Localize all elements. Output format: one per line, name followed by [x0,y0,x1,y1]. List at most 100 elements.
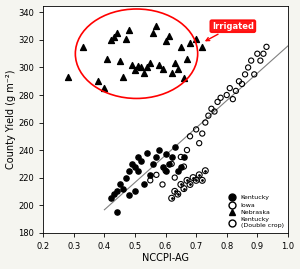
Point [200,178,205,182]
Point [130,162,134,166]
Point [136,155,140,159]
Point [188,41,192,45]
Point [194,36,199,41]
Point [111,35,116,39]
Point [169,71,174,75]
Point [178,182,183,187]
Point [261,52,266,56]
Point [188,182,192,187]
Point [169,196,174,200]
Point [172,175,177,180]
Point [154,155,159,159]
Point [182,155,186,159]
Point [139,159,143,163]
Point [163,169,168,173]
Point [184,57,189,61]
Point [184,178,189,182]
Point [200,131,205,136]
Point [133,164,137,169]
Point [163,39,168,44]
Point [200,45,205,49]
Point [130,63,134,67]
Point [224,93,229,97]
Point [182,186,186,191]
Point [123,36,128,41]
Point [136,169,140,173]
Point [166,34,171,38]
Point [252,72,256,76]
Point [163,169,168,173]
Point [127,193,131,198]
Point [114,210,119,214]
Point [142,182,147,187]
Point [117,182,122,187]
Point [246,65,250,70]
Point [127,28,131,33]
Point [200,178,205,182]
Y-axis label: County Yield (g m⁻²): County Yield (g m⁻²) [6,69,16,169]
Point [114,31,119,35]
Point [142,71,147,75]
Point [178,182,183,187]
Point [133,68,137,72]
Point [154,173,159,177]
Point [148,173,153,177]
Point [96,79,101,83]
Point [184,178,189,182]
Point [65,75,70,79]
Point [172,61,177,66]
Point [197,141,202,145]
Point [136,64,140,68]
Point [203,169,208,173]
Point [145,151,150,155]
Point [182,164,186,169]
Point [182,186,186,191]
Point [160,164,165,169]
X-axis label: NCCPI-AG: NCCPI-AG [142,253,189,263]
Point [191,175,196,180]
Point [218,95,223,100]
Point [169,162,174,166]
Point [160,182,165,187]
Point [176,169,180,173]
Point [191,175,196,180]
Point [197,173,202,177]
Point [157,63,162,67]
Point [255,52,260,56]
Point [184,148,189,152]
Point [182,76,186,81]
Point [172,189,177,193]
Point [117,58,122,63]
Point [176,67,180,71]
Point [243,72,248,76]
Point [151,31,156,35]
Point [194,127,199,132]
Point [157,148,162,152]
Point [230,97,235,101]
Point [206,114,211,118]
Point [176,192,180,196]
Point [105,57,110,61]
Point [133,189,137,193]
Point [169,155,174,159]
Point [120,75,125,79]
Point [188,134,192,139]
Point [139,65,143,70]
Point [160,67,165,71]
Point [154,24,159,28]
Point [227,86,232,90]
Point [172,189,177,193]
Point [123,175,128,180]
Point [163,152,168,156]
Point [233,89,238,93]
Point [258,58,263,63]
Point [203,121,208,125]
Point [145,65,150,70]
Point [176,192,180,196]
Point [108,38,113,42]
Point [203,169,208,173]
Point [178,155,183,159]
Point [120,186,125,191]
Point [148,61,153,66]
Point [81,45,85,49]
